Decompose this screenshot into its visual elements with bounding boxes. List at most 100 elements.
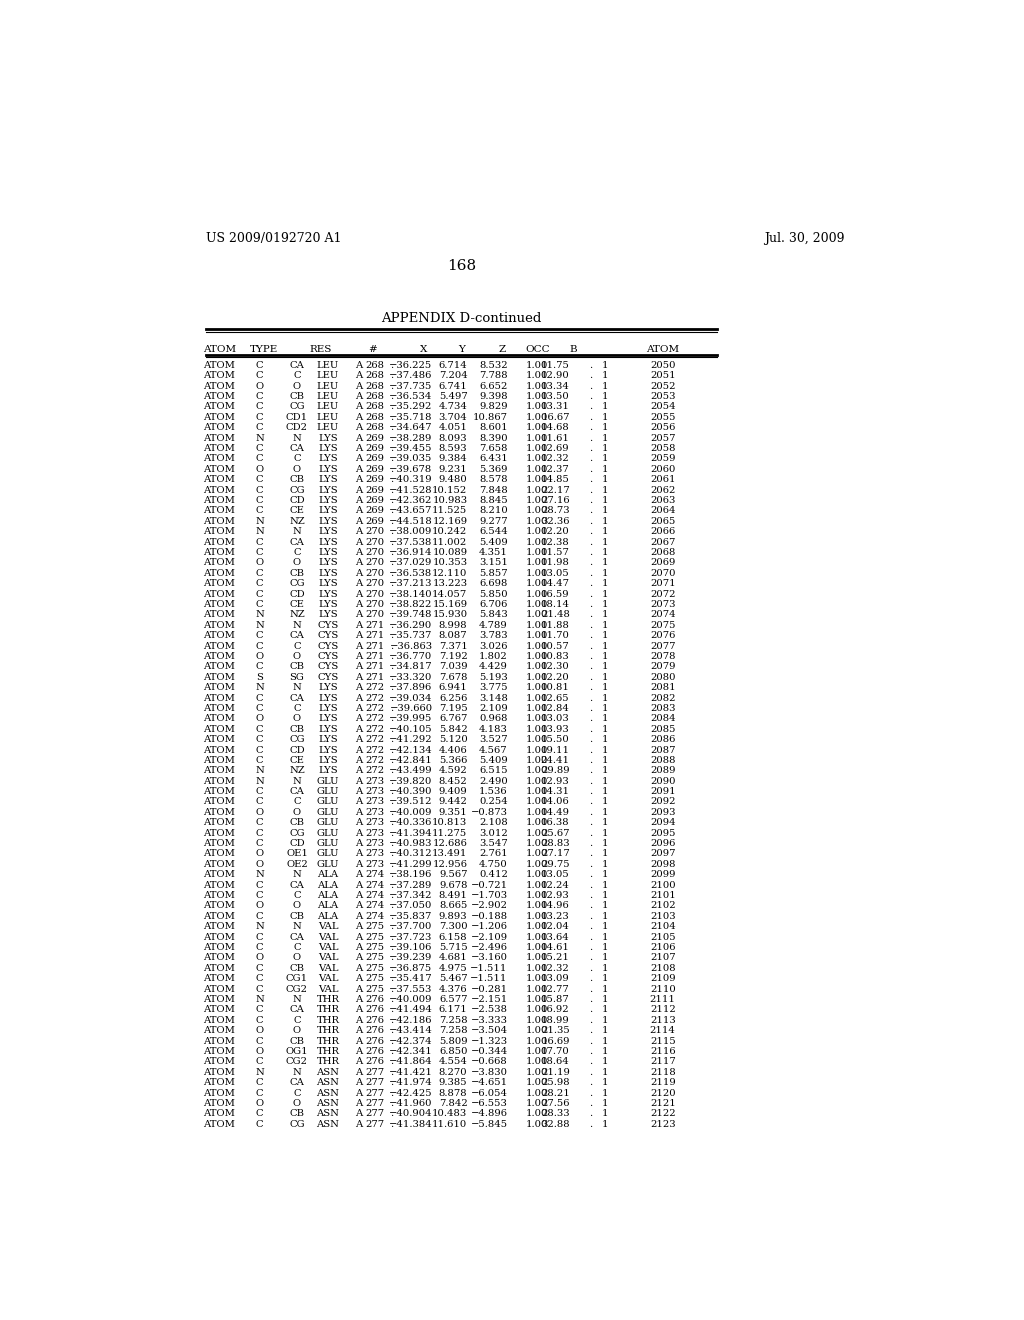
Text: GLU: GLU bbox=[316, 818, 339, 828]
Text: A: A bbox=[355, 880, 362, 890]
Text: O: O bbox=[256, 1026, 264, 1035]
Text: 11.525: 11.525 bbox=[432, 507, 467, 515]
Text: 273: 273 bbox=[365, 818, 384, 828]
Text: 9.231: 9.231 bbox=[438, 465, 467, 474]
Text: CG: CG bbox=[289, 735, 305, 744]
Text: ATOM: ATOM bbox=[204, 579, 236, 589]
Text: .: . bbox=[589, 725, 592, 734]
Text: 272: 272 bbox=[365, 704, 384, 713]
Text: 15.169: 15.169 bbox=[432, 601, 467, 609]
Text: 6.577: 6.577 bbox=[439, 995, 467, 1005]
Text: −3.333: −3.333 bbox=[471, 1016, 508, 1024]
Text: 2070: 2070 bbox=[650, 569, 676, 578]
Text: 6.515: 6.515 bbox=[479, 767, 508, 775]
Text: .: . bbox=[589, 1100, 592, 1107]
Text: 1: 1 bbox=[602, 496, 608, 506]
Text: 8.998: 8.998 bbox=[439, 620, 467, 630]
Text: A: A bbox=[355, 974, 362, 983]
Text: .: . bbox=[390, 1016, 393, 1024]
Text: .: . bbox=[589, 360, 592, 370]
Text: A: A bbox=[355, 797, 362, 807]
Text: LYS: LYS bbox=[318, 735, 338, 744]
Text: .: . bbox=[589, 923, 592, 931]
Text: .: . bbox=[589, 1119, 592, 1129]
Text: 1: 1 bbox=[602, 403, 608, 412]
Text: −6.054: −6.054 bbox=[471, 1089, 508, 1097]
Text: 2095: 2095 bbox=[650, 829, 676, 838]
Text: .: . bbox=[589, 631, 592, 640]
Text: O: O bbox=[256, 902, 264, 911]
Text: .: . bbox=[589, 392, 592, 401]
Text: ATOM: ATOM bbox=[204, 537, 236, 546]
Text: 1: 1 bbox=[602, 475, 608, 484]
Text: −37.289: −37.289 bbox=[389, 880, 432, 890]
Text: LYS: LYS bbox=[318, 714, 338, 723]
Text: 269: 269 bbox=[365, 496, 384, 506]
Text: N: N bbox=[255, 684, 264, 692]
Text: 5.409: 5.409 bbox=[479, 756, 508, 764]
Text: NZ: NZ bbox=[289, 517, 305, 525]
Text: .: . bbox=[390, 870, 393, 879]
Text: 12.169: 12.169 bbox=[432, 517, 467, 525]
Text: C: C bbox=[256, 1016, 263, 1024]
Text: N: N bbox=[293, 434, 301, 442]
Text: ATOM: ATOM bbox=[204, 454, 236, 463]
Text: 28.73: 28.73 bbox=[541, 507, 569, 515]
Text: LYS: LYS bbox=[318, 475, 338, 484]
Text: 6.431: 6.431 bbox=[479, 454, 508, 463]
Text: 2079: 2079 bbox=[650, 663, 676, 672]
Text: 1: 1 bbox=[602, 1068, 608, 1077]
Text: 273: 273 bbox=[365, 787, 384, 796]
Text: A: A bbox=[355, 1057, 362, 1067]
Text: 271: 271 bbox=[365, 652, 384, 661]
Text: 13.09: 13.09 bbox=[541, 974, 569, 983]
Text: 1.00: 1.00 bbox=[525, 746, 548, 755]
Text: THR: THR bbox=[316, 1006, 339, 1014]
Text: −3.504: −3.504 bbox=[471, 1026, 508, 1035]
Text: 10.152: 10.152 bbox=[432, 486, 467, 495]
Text: 1: 1 bbox=[602, 756, 608, 764]
Text: −33.320: −33.320 bbox=[389, 673, 432, 681]
Text: 276: 276 bbox=[365, 1047, 384, 1056]
Text: .: . bbox=[589, 507, 592, 515]
Text: −42.425: −42.425 bbox=[389, 1089, 432, 1097]
Text: 6.652: 6.652 bbox=[479, 381, 508, 391]
Text: ATOM: ATOM bbox=[204, 413, 236, 422]
Text: .: . bbox=[390, 517, 393, 525]
Text: 8.087: 8.087 bbox=[439, 631, 467, 640]
Text: ATOM: ATOM bbox=[204, 840, 236, 847]
Text: C: C bbox=[256, 631, 263, 640]
Text: −0.281: −0.281 bbox=[471, 985, 508, 994]
Text: C: C bbox=[256, 840, 263, 847]
Text: 1: 1 bbox=[602, 714, 608, 723]
Text: 27.16: 27.16 bbox=[541, 496, 569, 506]
Text: 275: 275 bbox=[365, 942, 384, 952]
Text: 276: 276 bbox=[365, 995, 384, 1005]
Text: 1.00: 1.00 bbox=[525, 776, 548, 785]
Text: ATOM: ATOM bbox=[204, 444, 236, 453]
Text: 1: 1 bbox=[602, 767, 608, 775]
Text: 10.57: 10.57 bbox=[541, 642, 569, 651]
Text: ATOM: ATOM bbox=[204, 392, 236, 401]
Text: 2.761: 2.761 bbox=[479, 850, 508, 858]
Text: CG: CG bbox=[289, 403, 305, 412]
Text: 16.67: 16.67 bbox=[542, 413, 569, 422]
Text: 11.610: 11.610 bbox=[432, 1119, 467, 1129]
Text: C: C bbox=[256, 1006, 263, 1014]
Text: A: A bbox=[355, 642, 362, 651]
Text: N: N bbox=[255, 923, 264, 931]
Text: 1.00: 1.00 bbox=[525, 631, 548, 640]
Text: ASN: ASN bbox=[316, 1100, 339, 1107]
Text: 268: 268 bbox=[365, 403, 384, 412]
Text: −39.678: −39.678 bbox=[389, 465, 432, 474]
Text: C: C bbox=[293, 548, 301, 557]
Text: A: A bbox=[355, 424, 362, 432]
Text: −36.534: −36.534 bbox=[389, 392, 432, 401]
Text: 8.845: 8.845 bbox=[479, 496, 508, 506]
Text: 18.99: 18.99 bbox=[541, 1016, 569, 1024]
Text: 1: 1 bbox=[602, 870, 608, 879]
Text: 14.31: 14.31 bbox=[541, 787, 569, 796]
Text: 11.98: 11.98 bbox=[541, 558, 569, 568]
Text: 1: 1 bbox=[602, 704, 608, 713]
Text: .: . bbox=[589, 486, 592, 495]
